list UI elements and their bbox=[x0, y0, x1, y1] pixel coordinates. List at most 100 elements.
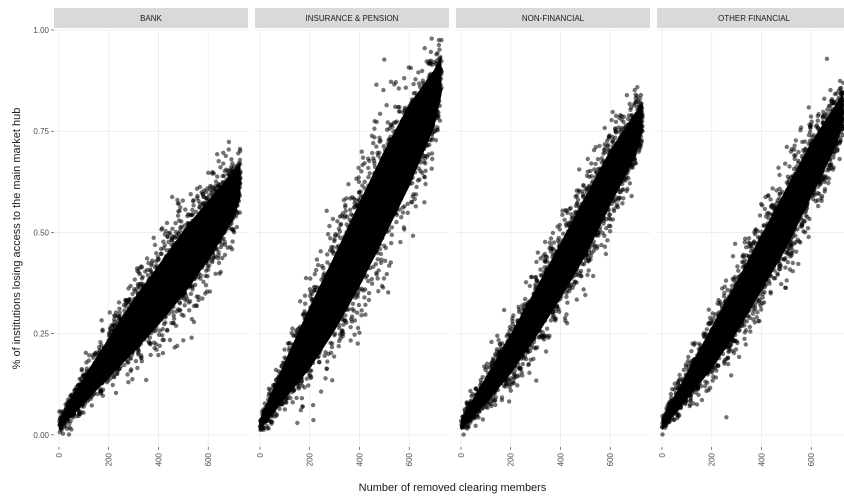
data-point bbox=[602, 125, 607, 131]
data-point bbox=[381, 87, 386, 93]
data-point bbox=[377, 135, 382, 140]
x-tick-label: 600 bbox=[204, 452, 213, 466]
data-point bbox=[196, 294, 201, 299]
data-point bbox=[328, 236, 333, 241]
data-point bbox=[217, 204, 222, 209]
data-point bbox=[386, 216, 391, 221]
data-point bbox=[132, 299, 137, 304]
data-point bbox=[403, 157, 409, 162]
data-point bbox=[318, 389, 324, 394]
data-point bbox=[337, 229, 343, 234]
data-point bbox=[205, 264, 210, 269]
data-point bbox=[313, 267, 319, 273]
data-point bbox=[362, 179, 367, 184]
data-point bbox=[395, 128, 401, 133]
data-point bbox=[192, 225, 197, 230]
data-point bbox=[437, 69, 443, 74]
data-point bbox=[224, 192, 229, 197]
data-point bbox=[139, 328, 145, 334]
data-point bbox=[156, 256, 161, 262]
data-point bbox=[210, 259, 215, 265]
data-point bbox=[391, 120, 397, 125]
data-point bbox=[120, 349, 126, 354]
data-point bbox=[260, 426, 265, 431]
data-point bbox=[347, 231, 352, 236]
data-point bbox=[348, 338, 353, 343]
data-point bbox=[162, 280, 167, 286]
data-point bbox=[120, 356, 126, 362]
data-point bbox=[149, 325, 154, 330]
data-point bbox=[322, 337, 327, 343]
data-point bbox=[119, 334, 125, 339]
data-point bbox=[336, 243, 341, 248]
data-point bbox=[73, 407, 79, 413]
data-point bbox=[138, 341, 144, 346]
data-point bbox=[352, 254, 357, 260]
data-point bbox=[328, 350, 334, 355]
data-point bbox=[145, 334, 150, 339]
data-point bbox=[293, 328, 299, 333]
facet-strip bbox=[54, 8, 248, 28]
data-point bbox=[358, 241, 363, 246]
data-point bbox=[138, 281, 143, 287]
data-point bbox=[188, 236, 193, 241]
data-point bbox=[222, 252, 228, 258]
data-point bbox=[366, 175, 371, 180]
data-point bbox=[223, 184, 228, 189]
data-point bbox=[212, 236, 217, 242]
data-point bbox=[298, 408, 303, 413]
data-point bbox=[356, 179, 362, 184]
scatter-points bbox=[458, 85, 645, 437]
data-point bbox=[402, 105, 408, 111]
data-point bbox=[406, 160, 412, 166]
data-point bbox=[376, 186, 382, 191]
data-point bbox=[399, 152, 404, 158]
data-point bbox=[180, 259, 185, 264]
data-point bbox=[102, 345, 107, 350]
facet-label: NON-FINANCIAL bbox=[522, 14, 585, 23]
data-point bbox=[372, 203, 377, 208]
data-point bbox=[98, 391, 104, 396]
data-point bbox=[207, 244, 212, 250]
data-point bbox=[375, 276, 380, 281]
data-point bbox=[391, 129, 396, 134]
data-point bbox=[413, 192, 419, 197]
data-point bbox=[346, 307, 351, 312]
data-point bbox=[279, 364, 284, 369]
data-point bbox=[236, 161, 242, 166]
data-point bbox=[132, 277, 137, 282]
data-point bbox=[302, 293, 308, 298]
data-point bbox=[295, 379, 300, 384]
data-point bbox=[216, 184, 221, 189]
data-point bbox=[192, 239, 197, 244]
data-point bbox=[170, 252, 176, 257]
data-point bbox=[65, 402, 70, 407]
data-point bbox=[200, 296, 205, 301]
data-point bbox=[112, 348, 118, 353]
data-point bbox=[405, 210, 410, 215]
data-point bbox=[332, 265, 337, 270]
data-point bbox=[429, 36, 434, 41]
data-point bbox=[124, 340, 130, 346]
data-point bbox=[99, 318, 104, 323]
data-point bbox=[84, 360, 89, 365]
data-point bbox=[318, 249, 323, 254]
data-point bbox=[69, 407, 75, 413]
data-point bbox=[258, 422, 264, 427]
data-point bbox=[397, 136, 402, 141]
data-point bbox=[403, 175, 408, 180]
data-point bbox=[131, 347, 136, 353]
data-point bbox=[160, 350, 166, 356]
data-point bbox=[160, 285, 165, 290]
data-point bbox=[236, 198, 242, 204]
data-point bbox=[378, 251, 384, 257]
data-point bbox=[377, 111, 383, 117]
data-point bbox=[299, 335, 305, 341]
data-point bbox=[326, 301, 331, 306]
data-point bbox=[327, 316, 332, 321]
data-point bbox=[331, 354, 337, 359]
data-point bbox=[181, 237, 186, 242]
data-point bbox=[127, 327, 133, 332]
data-point bbox=[117, 314, 122, 319]
data-point bbox=[413, 77, 418, 82]
